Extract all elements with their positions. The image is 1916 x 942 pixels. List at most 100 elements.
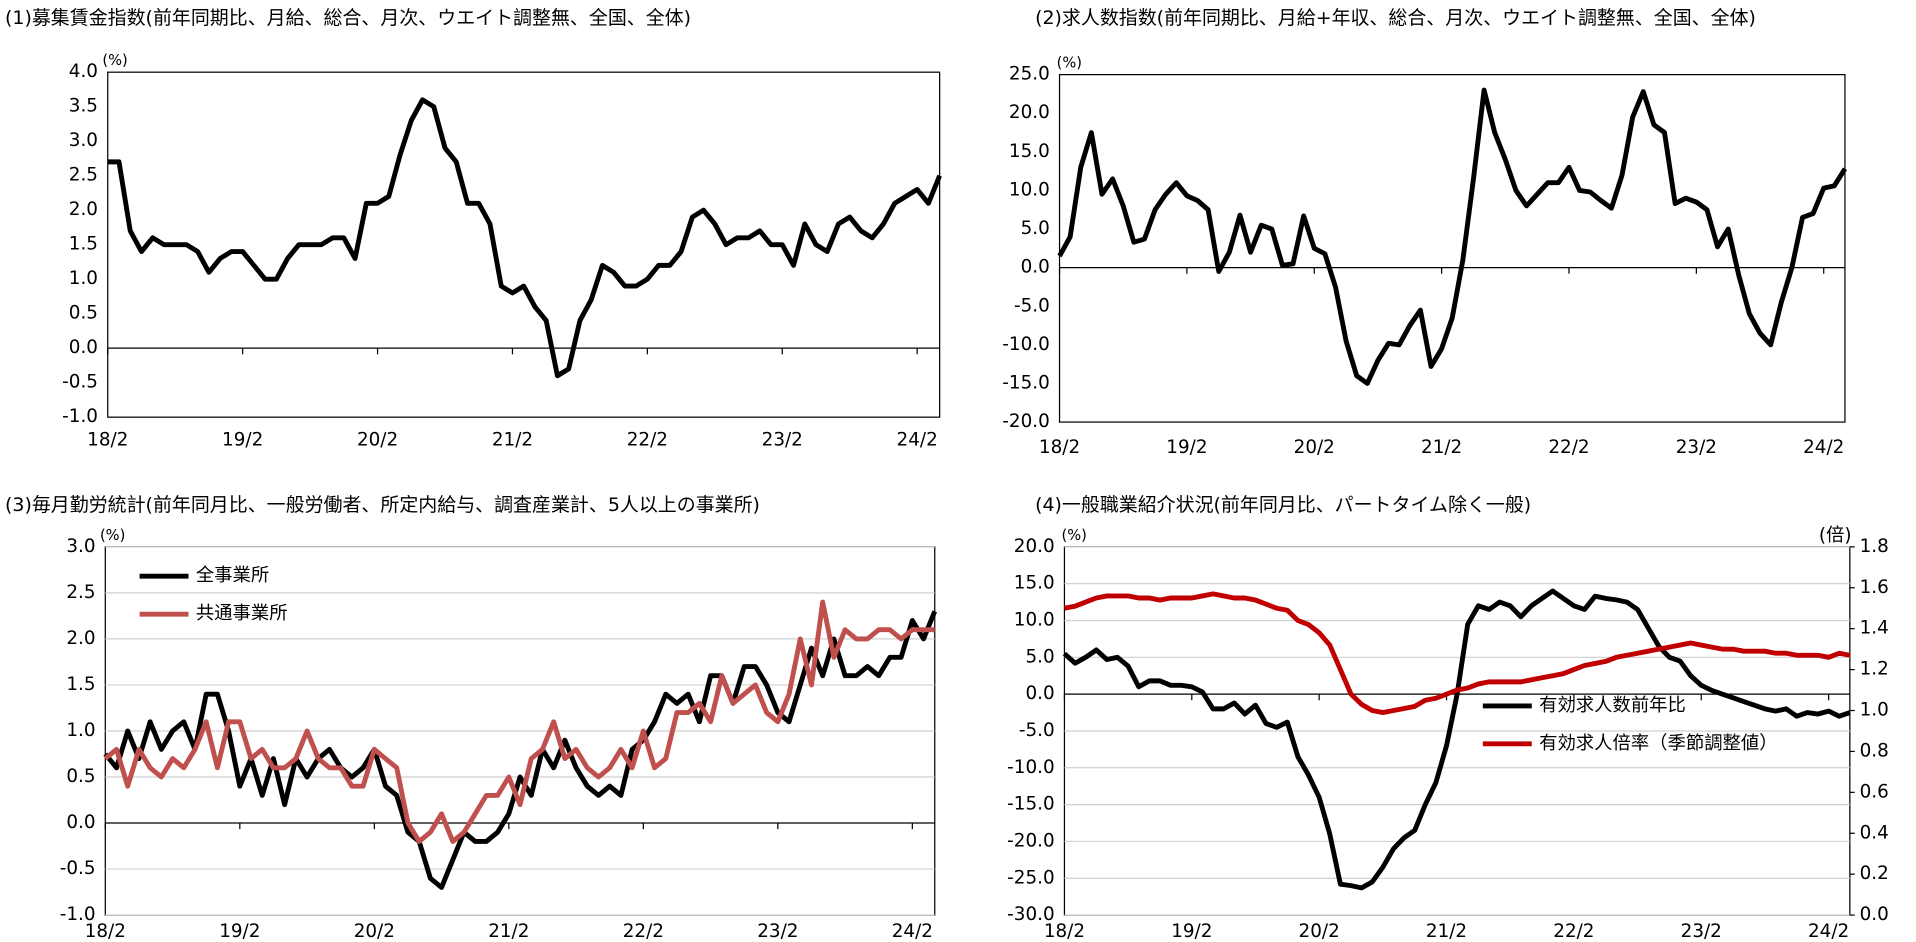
y-tick-label: -20.0 bbox=[1002, 411, 1049, 432]
x-tick-label: 20/2 bbox=[357, 429, 398, 450]
y-tick-label: 0.5 bbox=[66, 766, 95, 787]
x-tick-label: 18/2 bbox=[1044, 921, 1085, 942]
legend-label: 有効求人数前年比 bbox=[1539, 695, 1686, 716]
y-tick-label: 1.5 bbox=[66, 674, 95, 695]
y-tick-label: -1.0 bbox=[60, 904, 96, 925]
y-tick-label: 15.0 bbox=[1014, 573, 1055, 594]
y-tick-label: 0.0 bbox=[69, 337, 98, 358]
chart-title: (1)募集賃金指数(前年同期比、月給、総合、月次、ウエイト調整無、全国、全体) bbox=[5, 7, 691, 29]
y-tick-label: -20.0 bbox=[1007, 830, 1054, 851]
x-tick-label: 21/2 bbox=[1426, 921, 1467, 942]
y2-tick-label: 0.4 bbox=[1860, 822, 1889, 843]
y2-tick-label: 0.8 bbox=[1860, 740, 1889, 761]
x-tick-label: 18/2 bbox=[87, 429, 128, 450]
x-tick-label: 24/2 bbox=[1803, 437, 1844, 458]
x-tick-label: 18/2 bbox=[1039, 437, 1080, 458]
y-tick-label: -0.5 bbox=[62, 372, 98, 393]
chart-title: (2)求人数指数(前年同期比、月給+年収、総合、月次、ウエイト調整無、全国、全体… bbox=[1035, 7, 1756, 29]
y-tick-label: 10.0 bbox=[1014, 609, 1055, 630]
x-tick-label: 23/2 bbox=[1676, 437, 1717, 458]
x-tick-label: 23/2 bbox=[757, 921, 798, 942]
y-tick-label: 15.0 bbox=[1009, 141, 1050, 162]
x-tick-label: 19/2 bbox=[222, 429, 263, 450]
x-tick-label: 20/2 bbox=[1294, 437, 1335, 458]
y-tick-label: 3.0 bbox=[69, 130, 98, 151]
y2-tick-label: 1.4 bbox=[1860, 618, 1889, 639]
y2-unit: (倍) bbox=[1819, 525, 1852, 546]
plot-area bbox=[1058, 74, 1846, 423]
y2-tick-label: 1.2 bbox=[1860, 659, 1889, 680]
y-tick-label: 4.0 bbox=[69, 61, 98, 82]
x-tick-label: 18/2 bbox=[85, 921, 126, 942]
y-tick-label: -0.5 bbox=[60, 858, 96, 879]
x-tick-label: 20/2 bbox=[354, 921, 395, 942]
y-unit: (%) bbox=[102, 52, 127, 69]
y-tick-label: 2.0 bbox=[69, 199, 98, 220]
y-tick-label: 2.0 bbox=[66, 628, 95, 649]
y-unit: (%) bbox=[1062, 527, 1087, 544]
y-tick-label: 1.0 bbox=[66, 720, 95, 741]
y-tick-label: 20.0 bbox=[1009, 102, 1050, 123]
chart-title: (4)一般職業紹介状況(前年同月比、パートタイム除く一般) bbox=[1035, 494, 1531, 516]
y-tick-label: 3.0 bbox=[66, 536, 95, 557]
y-tick-label: 10.0 bbox=[1009, 179, 1050, 200]
x-tick-label: 23/2 bbox=[762, 429, 803, 450]
y-tick-label: 3.5 bbox=[69, 96, 98, 117]
y-tick-label: 0.0 bbox=[1021, 257, 1050, 278]
y-tick-label: 0.0 bbox=[66, 812, 95, 833]
y-tick-label: 2.5 bbox=[66, 582, 95, 603]
y-tick-label: -10.0 bbox=[1002, 334, 1049, 355]
y-unit: (%) bbox=[100, 527, 125, 544]
x-tick-label: 21/2 bbox=[488, 921, 529, 942]
data-line bbox=[1063, 591, 1851, 716]
y-tick-label: -25.0 bbox=[1007, 867, 1054, 888]
legend-label: 有効求人倍率（季節調整値） bbox=[1539, 733, 1777, 754]
y2-tick-label: 0.0 bbox=[1860, 904, 1889, 925]
data-line bbox=[1057, 87, 1848, 386]
x-tick-label: 22/2 bbox=[1553, 921, 1594, 942]
y-tick-label: 1.0 bbox=[69, 268, 98, 289]
x-tick-label: 21/2 bbox=[1421, 437, 1462, 458]
y-tick-label: 5.0 bbox=[1021, 218, 1050, 239]
y2-tick-label: 0.2 bbox=[1860, 863, 1889, 884]
y-tick-label: 1.5 bbox=[69, 234, 98, 255]
y-tick-label: 20.0 bbox=[1014, 536, 1055, 557]
y-tick-label: 0.0 bbox=[1025, 683, 1054, 704]
x-tick-label: 24/2 bbox=[1808, 921, 1849, 942]
chart-title: (3)毎月勤労統計(前年同月比、一般労働者、所定内給与、調査産業計、5人以上の事… bbox=[5, 494, 760, 516]
x-tick-label: 23/2 bbox=[1681, 921, 1722, 942]
y2-tick-label: 1.6 bbox=[1860, 577, 1889, 598]
data-line bbox=[103, 610, 938, 890]
x-tick-label: 19/2 bbox=[1166, 437, 1207, 458]
y-tick-label: -1.0 bbox=[62, 406, 98, 427]
x-tick-label: 19/2 bbox=[1171, 921, 1212, 942]
y-tick-label: -10.0 bbox=[1007, 757, 1054, 778]
y-tick-label: -15.0 bbox=[1002, 372, 1049, 393]
y2-tick-label: 1.8 bbox=[1860, 536, 1889, 557]
x-tick-label: 22/2 bbox=[627, 429, 668, 450]
y-unit: (%) bbox=[1057, 55, 1082, 72]
y2-tick-label: 1.0 bbox=[1860, 700, 1889, 721]
y-tick-label: -30.0 bbox=[1007, 904, 1054, 925]
y-tick-label: 25.0 bbox=[1009, 64, 1050, 85]
legend-label: 共通事業所 bbox=[196, 603, 288, 624]
y-tick-label: 2.5 bbox=[69, 165, 98, 186]
x-tick-label: 19/2 bbox=[219, 921, 260, 942]
data-line bbox=[103, 599, 935, 844]
data-line bbox=[107, 97, 942, 379]
y-tick-label: 5.0 bbox=[1025, 646, 1054, 667]
x-tick-label: 22/2 bbox=[1548, 437, 1589, 458]
x-tick-label: 22/2 bbox=[623, 921, 664, 942]
legend-label: 全事業所 bbox=[196, 565, 269, 586]
y-tick-label: -5.0 bbox=[1019, 720, 1055, 741]
x-tick-label: 20/2 bbox=[1299, 921, 1340, 942]
y-tick-label: -15.0 bbox=[1007, 794, 1054, 815]
y-tick-label: -5.0 bbox=[1014, 295, 1050, 316]
y-tick-label: 0.5 bbox=[69, 303, 98, 324]
x-tick-label: 24/2 bbox=[897, 429, 938, 450]
data-line bbox=[1062, 588, 1851, 891]
x-tick-label: 24/2 bbox=[892, 921, 933, 942]
x-tick-label: 21/2 bbox=[492, 429, 533, 450]
